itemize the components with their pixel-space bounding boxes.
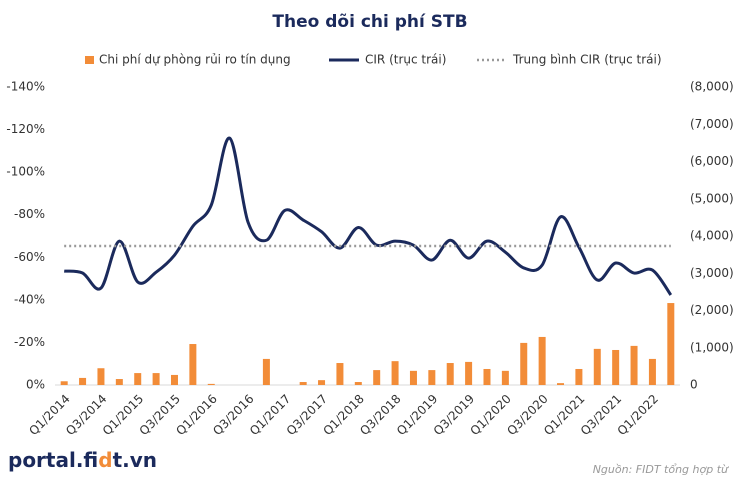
bar (134, 373, 142, 385)
bar (501, 370, 509, 385)
logo-part: t.vn (113, 448, 157, 472)
logo-part: portal.fi (8, 448, 98, 472)
bar (336, 363, 344, 385)
y2-tick-label: 0 (690, 378, 698, 392)
bar (391, 361, 399, 385)
y-tick-label: -60% (14, 250, 45, 264)
y2-tick-label: (8,000) (690, 80, 734, 94)
bar (538, 336, 546, 385)
y-tick-label: -120% (6, 122, 45, 136)
bar (189, 344, 197, 385)
bar (207, 383, 215, 385)
bar (170, 374, 178, 385)
legend-swatch (85, 56, 94, 64)
bar (354, 382, 362, 385)
legend-label: Trung bình CIR (trục trái) (512, 53, 662, 67)
y2-tick-label: (3,000) (690, 266, 734, 280)
bar (612, 349, 620, 385)
y-tick-label: -40% (14, 292, 45, 306)
bar (667, 303, 675, 385)
bar (593, 348, 601, 385)
bar (465, 361, 473, 385)
bar (428, 370, 436, 385)
bar (446, 363, 454, 385)
y-tick-label: -80% (14, 207, 45, 221)
bar (97, 368, 105, 385)
y-tick-label: 0% (26, 378, 45, 392)
bar (152, 373, 160, 385)
bar (318, 380, 326, 385)
legend-label: CIR (trục trái) (365, 53, 446, 67)
legend-label: Chi phí dự phòng rủi ro tín dụng (99, 53, 291, 67)
bar (630, 345, 638, 385)
bar (115, 379, 123, 385)
logo: portal.fidt.vn (8, 448, 157, 472)
bar (299, 382, 307, 385)
bar (60, 381, 68, 385)
y2-tick-label: (7,000) (690, 117, 734, 131)
bar (79, 377, 87, 385)
bar (575, 368, 583, 385)
bar (557, 383, 565, 385)
y-tick-label: -140% (6, 80, 45, 94)
bar (648, 358, 656, 385)
bar (373, 370, 381, 385)
cir-line (64, 136, 673, 296)
y-tick-label: -100% (6, 165, 45, 179)
logo-part: d (98, 448, 112, 472)
y2-tick-label: (1,000) (690, 340, 734, 354)
bar (409, 370, 417, 385)
bar (483, 368, 491, 385)
bar (262, 358, 270, 385)
y-tick-label: -20% (14, 335, 45, 349)
x-tick-label: Q1/2022 (615, 392, 661, 438)
y2-tick-label: (2,000) (690, 303, 734, 317)
chart-title: Theo dõi chi phí STB (272, 12, 467, 32)
y2-tick-label: (4,000) (690, 229, 734, 243)
source: Nguồn: FIDT tổng hợp từ (593, 463, 729, 476)
bar (520, 342, 528, 385)
y2-tick-label: (5,000) (690, 191, 734, 205)
y2-tick-label: (6,000) (690, 154, 734, 168)
